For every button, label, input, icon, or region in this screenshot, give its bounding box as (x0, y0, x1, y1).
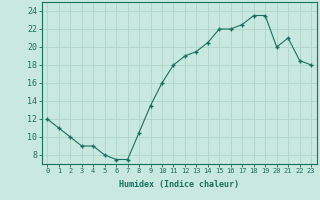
X-axis label: Humidex (Indice chaleur): Humidex (Indice chaleur) (119, 180, 239, 189)
